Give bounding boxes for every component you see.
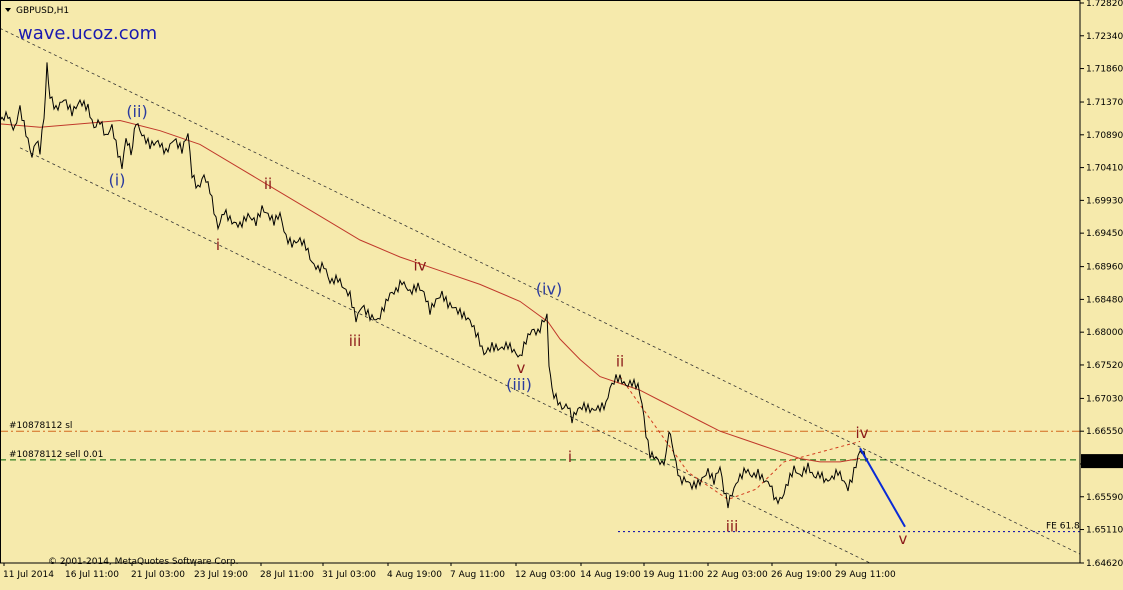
price-line — [0, 62, 868, 508]
wave-label-7: (iii) — [506, 375, 532, 394]
x-tick-label-4: 28 Jul 11:00 — [260, 570, 314, 580]
y-tick-label-5: 1.70410 — [1086, 164, 1123, 174]
hline-label-1: #10878112 sell 0.01 — [9, 450, 103, 460]
channel-lower-line — [20, 148, 870, 563]
wave-label-10: ii — [616, 352, 624, 370]
moving-average-line — [0, 121, 860, 462]
x-tick-label-13: 29 Aug 11:00 — [835, 570, 896, 580]
y-tick-label-6: 1.69930 — [1086, 196, 1123, 206]
y-tick-label-0: 1.72820 — [1086, 0, 1123, 9]
x-tick-label-10: 19 Aug 11:00 — [643, 570, 704, 580]
y-tick-label-13: 1.66550 — [1086, 427, 1123, 437]
x-tick-label-2: 21 Jul 03:00 — [131, 570, 185, 580]
symbol-title: GBPUSD,H1 — [16, 6, 69, 16]
y-tick-label-17: 1.64620 — [1086, 559, 1123, 569]
y-tick-label-8: 1.68960 — [1086, 263, 1123, 273]
x-tick-label-12: 26 Aug 19:00 — [771, 570, 832, 580]
x-tick-label-5: 31 Jul 03:00 — [322, 570, 376, 580]
y-tick-label-15: 1.65590 — [1086, 493, 1123, 503]
wave-label-5: iv — [413, 257, 426, 275]
x-tick-label-0: 11 Jul 2014 — [3, 570, 54, 580]
current-price-label: 1.66112 — [1084, 457, 1121, 467]
wave-label-4: iii — [349, 332, 362, 350]
hline-label-2: FE 61.8 — [1046, 522, 1080, 532]
x-tick-label-8: 12 Aug 03:00 — [515, 570, 576, 580]
wave-label-0: (i) — [109, 170, 126, 189]
y-tick-label-7: 1.69450 — [1086, 229, 1123, 239]
dropdown-icon — [5, 8, 11, 12]
y-tick-label-9: 1.68480 — [1086, 295, 1123, 305]
wave-label-1: (ii) — [126, 102, 147, 121]
y-tick-label-1: 1.72340 — [1086, 32, 1123, 42]
y-tick-label-12: 1.67030 — [1086, 394, 1123, 404]
x-tick-label-9: 14 Aug 19:00 — [580, 570, 641, 580]
x-tick-label-6: 4 Aug 19:00 — [387, 570, 442, 580]
watermark-text: wave.ucoz.com — [18, 23, 157, 44]
x-tick-label-3: 23 Jul 19:00 — [194, 570, 248, 580]
wave-label-12: iv — [855, 424, 868, 442]
y-tick-label-2: 1.71860 — [1086, 65, 1123, 75]
x-tick-label-1: 16 Jul 11:00 — [65, 570, 119, 580]
wave-label-3: ii — [264, 175, 272, 193]
wave-label-8: (iv) — [536, 280, 562, 299]
y-tick-label-3: 1.71370 — [1086, 98, 1123, 108]
plot-labels: #10878112 sl #10878112 sell 0.01 FE 61.8 (i… — [5, 6, 1080, 567]
wave-label-9: i — [568, 448, 572, 466]
copyright-text: © 2001-2014, MetaQuotes Software Corp. — [48, 557, 239, 567]
x-tick-label-11: 22 Aug 03:00 — [707, 570, 768, 580]
wave-label-2: i — [216, 236, 220, 254]
wave-label-11: iii — [726, 518, 739, 536]
y-tick-label-4: 1.70890 — [1086, 131, 1123, 141]
wave-label-13: v — [899, 530, 908, 548]
x-tick-label-7: 7 Aug 11:00 — [450, 570, 505, 580]
y-tick-label-11: 1.67520 — [1086, 361, 1123, 371]
y-tick-label-10: 1.68000 — [1086, 328, 1123, 338]
y-tick-label-16: 1.65110 — [1086, 526, 1123, 536]
hline-label-0: #10878112 sl — [9, 421, 72, 431]
